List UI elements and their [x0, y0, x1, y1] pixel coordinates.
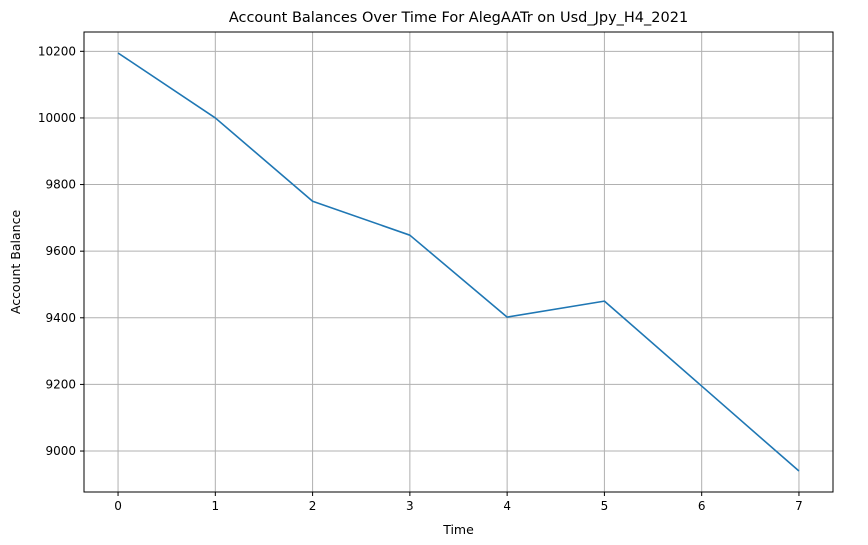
x-tick-label: 1: [211, 499, 219, 513]
x-tick-label: 7: [795, 499, 803, 513]
balance-series-line: [117, 52, 800, 472]
x-tick-label: 3: [406, 499, 414, 513]
y-tick-label: 9600: [45, 244, 76, 258]
x-tick-label: 6: [698, 499, 706, 513]
y-tick-label: 9200: [45, 377, 76, 391]
y-axis-label: Account Balance: [8, 210, 23, 315]
chart-title: Account Balances Over Time For AlegAATr …: [229, 10, 688, 26]
y-tick-label: 9000: [45, 444, 76, 458]
y-tick-label: 9400: [45, 311, 76, 325]
series-layer: [117, 52, 800, 472]
y-tick-label: 9800: [45, 178, 76, 192]
axis-ticks: 0 1 2 3 4 5 6 7 9000 9200 9400 9600 9800 10000 10200: [38, 44, 803, 513]
y-tick-label: 10000: [38, 111, 76, 125]
y-tick-label: 10200: [38, 44, 76, 58]
x-tick-label: 2: [309, 499, 317, 513]
plot-frame: [83, 31, 834, 493]
x-tick-label: 5: [601, 499, 609, 513]
x-axis-label: Time: [442, 522, 474, 537]
grid-lines: [84, 32, 833, 492]
x-tick-label: 0: [114, 499, 122, 513]
x-tick-label: 4: [503, 499, 511, 513]
